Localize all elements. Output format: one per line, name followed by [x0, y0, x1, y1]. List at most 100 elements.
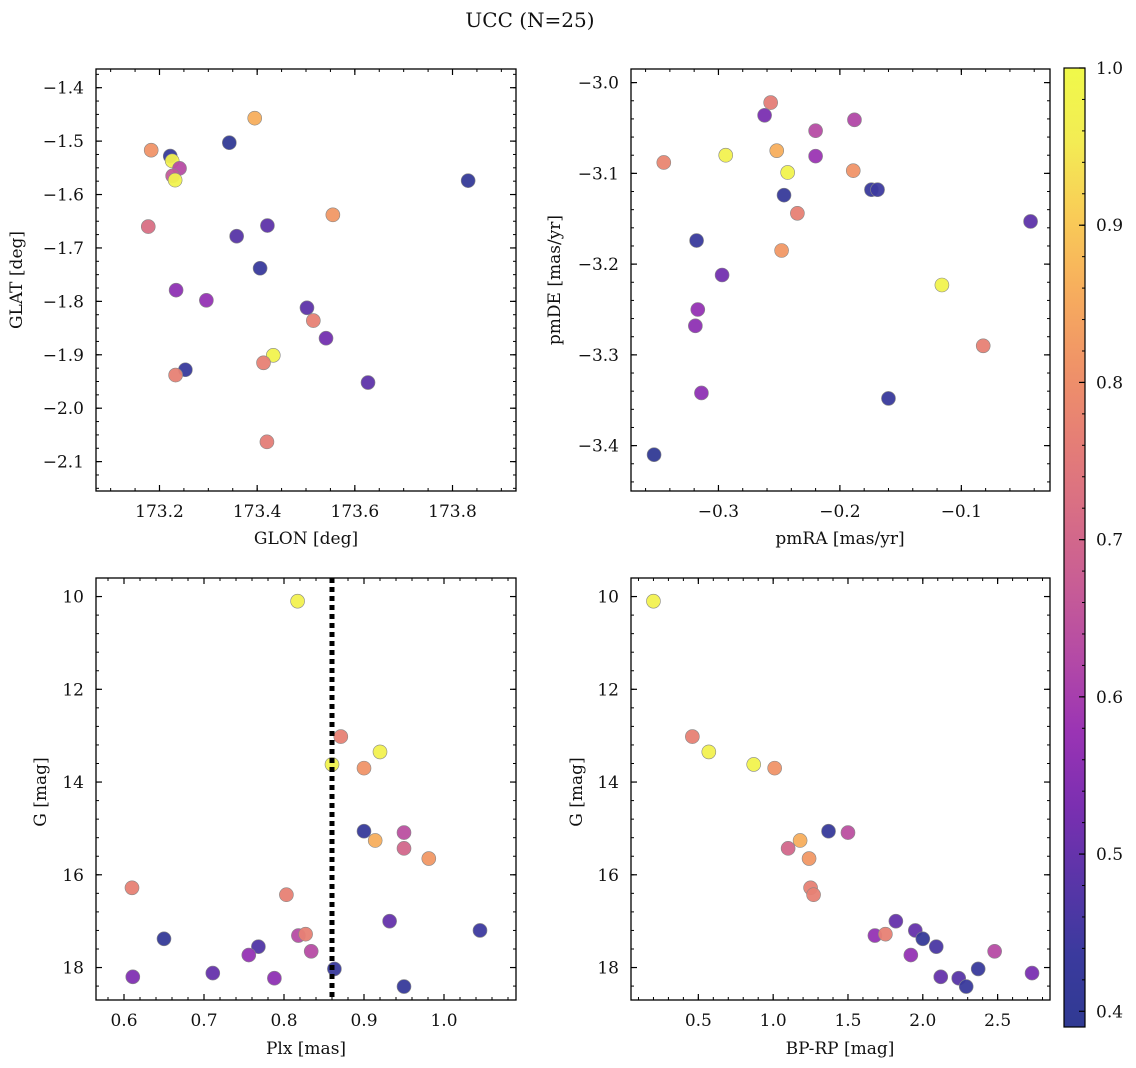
axes-frame — [630, 68, 1051, 492]
data-point — [933, 969, 949, 985]
axes-frame — [95, 68, 517, 492]
data-point — [746, 757, 762, 772]
x-tick-label: 173.2 — [135, 502, 184, 522]
data-point — [987, 944, 1002, 959]
data-point — [396, 825, 412, 840]
y-tick-label: −1.6 — [43, 186, 84, 206]
data-point — [306, 313, 321, 328]
x-tick-label: −0.3 — [698, 502, 739, 522]
x-axis-label: pmRA [mas/yr] — [775, 529, 904, 549]
data-point — [845, 163, 861, 178]
x-axis-label: BP-RP [mag] — [786, 1039, 895, 1059]
data-point — [360, 375, 376, 390]
data-point — [421, 851, 437, 866]
scatter-points — [140, 110, 476, 450]
data-point — [252, 260, 268, 276]
x-tick-label: −0.2 — [819, 502, 860, 522]
data-point — [259, 434, 275, 450]
panel-plx-g: Plx [mas] G [mag] 0.6 0.7 0.8 0.9 1.0 10 12 14 1… — [31, 577, 517, 1059]
data-point — [318, 330, 334, 346]
colorbar-tick-label: 0.6 — [1096, 688, 1123, 708]
data-point — [205, 965, 221, 981]
data-point — [769, 143, 785, 158]
data-point — [767, 760, 782, 776]
data-point — [646, 593, 661, 609]
data-point — [790, 205, 805, 221]
y-tick-label: −3.3 — [578, 346, 619, 366]
data-point — [903, 947, 919, 963]
data-point — [888, 913, 904, 929]
data-point — [168, 367, 183, 383]
data-point — [325, 207, 341, 223]
data-point — [290, 593, 305, 609]
y-tick-label: −3.2 — [578, 255, 619, 275]
x-tick-label: −0.1 — [941, 502, 982, 522]
y-tick-label: 18 — [62, 959, 84, 979]
data-point — [840, 825, 856, 840]
scatter-points — [646, 593, 1040, 994]
data-point — [694, 385, 709, 401]
figure-title: UCC (N=25) — [465, 8, 594, 32]
x-tick-label: 1.0 — [760, 1011, 787, 1031]
data-point — [928, 939, 944, 954]
y-tick-label: 12 — [62, 680, 84, 700]
colorbar-tick-label: 0.5 — [1096, 845, 1123, 865]
colorbar-tick-label: 0.7 — [1096, 531, 1123, 551]
data-point — [792, 833, 808, 848]
y-tick-label: −3.4 — [578, 437, 619, 457]
data-point — [267, 970, 282, 986]
data-point — [222, 135, 237, 151]
data-point — [776, 187, 792, 203]
y-tick-label: −3.0 — [578, 74, 619, 94]
data-point — [372, 744, 388, 760]
x-tick-label: 2.5 — [984, 1011, 1011, 1031]
data-point — [714, 267, 730, 283]
data-point — [229, 228, 244, 244]
data-point — [975, 338, 991, 354]
data-point — [763, 95, 778, 110]
data-point — [125, 969, 141, 985]
data-point — [646, 447, 662, 462]
data-point — [934, 277, 950, 293]
data-point — [808, 123, 823, 139]
colorbar-body — [1063, 67, 1086, 1028]
data-point — [806, 887, 821, 903]
data-point — [701, 744, 717, 760]
data-point — [299, 300, 315, 316]
y-tick-label: 16 — [62, 866, 84, 886]
data-point — [298, 926, 313, 942]
y-axis-label: GLAT [deg] — [7, 231, 27, 329]
x-tick-label: 0.6 — [110, 1011, 137, 1031]
data-point — [356, 760, 372, 776]
x-axis-label: Plx [mas] — [266, 1039, 346, 1059]
data-point — [333, 729, 349, 744]
x-tick-label: 1.5 — [834, 1011, 861, 1031]
data-point — [774, 243, 789, 258]
data-point — [382, 913, 397, 929]
colorbar-tick-label: 1.0 — [1096, 59, 1123, 79]
x-tick-label: 0.7 — [190, 1011, 217, 1031]
scatter-points — [124, 593, 488, 994]
y-tick-label: −1.8 — [43, 292, 84, 312]
axes-frame — [95, 577, 517, 1001]
x-tick-label: 0.9 — [350, 1011, 377, 1031]
data-point — [367, 833, 383, 848]
y-axis-label: pmDE [mas/yr] — [545, 215, 565, 345]
data-point — [124, 880, 140, 896]
data-point — [260, 218, 275, 233]
data-point — [685, 729, 700, 744]
data-point — [881, 391, 896, 406]
data-point — [847, 112, 862, 128]
y-tick-label: 10 — [597, 588, 619, 608]
y-tick-label: −1.7 — [43, 239, 84, 259]
data-point — [156, 931, 172, 947]
y-tick-label: −1.9 — [43, 346, 84, 366]
x-tick-label: 173.6 — [331, 502, 380, 522]
y-tick-label: 12 — [597, 680, 619, 700]
data-point — [821, 823, 836, 839]
data-point — [167, 172, 183, 188]
data-point — [808, 148, 823, 164]
x-tick-label: 1.0 — [430, 1011, 457, 1031]
y-tick-label: 14 — [62, 773, 84, 793]
